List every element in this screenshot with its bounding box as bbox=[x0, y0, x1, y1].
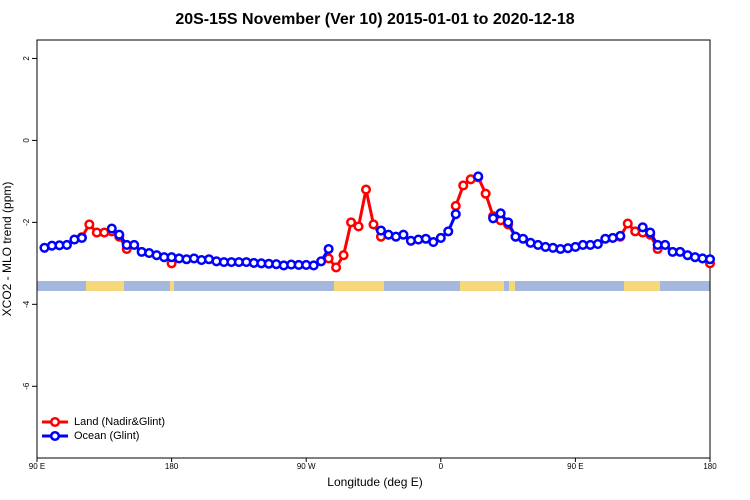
y-axis-label: XCO2 - MLO trend (ppm) bbox=[0, 182, 14, 317]
land-band bbox=[509, 281, 515, 291]
land-band bbox=[86, 281, 124, 291]
data-point bbox=[338, 250, 349, 261]
data-point bbox=[84, 219, 95, 230]
data-point bbox=[637, 222, 648, 233]
x-tick-label: 0 bbox=[439, 462, 444, 471]
x-axis-label: Longitude (deg E) bbox=[327, 475, 422, 489]
data-point bbox=[76, 232, 87, 243]
data-point bbox=[435, 232, 446, 243]
data-point bbox=[622, 218, 633, 229]
data-point bbox=[495, 208, 506, 219]
data-point bbox=[398, 229, 409, 240]
data-point bbox=[615, 230, 626, 241]
legend-marker bbox=[49, 416, 61, 428]
plot-frame bbox=[36, 39, 711, 459]
data-point bbox=[503, 217, 514, 228]
surface-mask bbox=[37, 281, 710, 291]
data-point bbox=[488, 213, 499, 224]
legend-label: Land (Nadir&Glint) bbox=[74, 416, 165, 428]
y-tick-label: 0 bbox=[22, 138, 31, 143]
land-band bbox=[460, 281, 504, 291]
y-tick-label: 2 bbox=[22, 56, 31, 61]
data-point bbox=[61, 239, 72, 250]
data-point bbox=[331, 262, 342, 273]
data-point bbox=[480, 188, 491, 199]
land-band bbox=[334, 281, 384, 291]
data-point bbox=[443, 226, 454, 237]
data-point bbox=[308, 260, 319, 271]
data-point bbox=[458, 180, 469, 191]
data-point bbox=[660, 239, 671, 250]
data-point bbox=[704, 254, 716, 265]
data-point bbox=[368, 219, 379, 230]
data-point bbox=[375, 225, 387, 236]
data-point bbox=[360, 184, 372, 195]
data-point bbox=[114, 229, 125, 240]
data-point bbox=[592, 239, 603, 250]
x-tick-label: 180 bbox=[703, 462, 717, 471]
legend-marker bbox=[49, 430, 61, 442]
data-point bbox=[106, 223, 117, 234]
data-point bbox=[346, 217, 357, 228]
data-point bbox=[316, 256, 327, 267]
data-point bbox=[450, 200, 461, 212]
land-band bbox=[624, 281, 660, 291]
data-point bbox=[353, 221, 364, 232]
data-point bbox=[645, 227, 656, 238]
legend-label: Ocean (Glint) bbox=[74, 430, 139, 442]
chart-title: 20S-15S November (Ver 10) 2015-01-01 to … bbox=[175, 11, 574, 28]
y-tick-label: -2 bbox=[22, 218, 31, 226]
data-point bbox=[428, 236, 439, 248]
y-tick-label: -4 bbox=[22, 300, 31, 308]
data-point bbox=[323, 243, 334, 255]
x-tick-label: 90 E bbox=[567, 462, 583, 471]
x-tick-label: 90 W bbox=[297, 462, 316, 471]
data-point bbox=[450, 209, 461, 220]
x-tick-label: 90 E bbox=[29, 462, 45, 471]
y-tick-label: -6 bbox=[22, 382, 31, 390]
data-point bbox=[473, 171, 484, 182]
land-band bbox=[170, 281, 174, 291]
series bbox=[39, 171, 716, 271]
data-point bbox=[518, 233, 529, 244]
data-point bbox=[129, 239, 140, 250]
x-tick-label: 180 bbox=[165, 462, 179, 471]
